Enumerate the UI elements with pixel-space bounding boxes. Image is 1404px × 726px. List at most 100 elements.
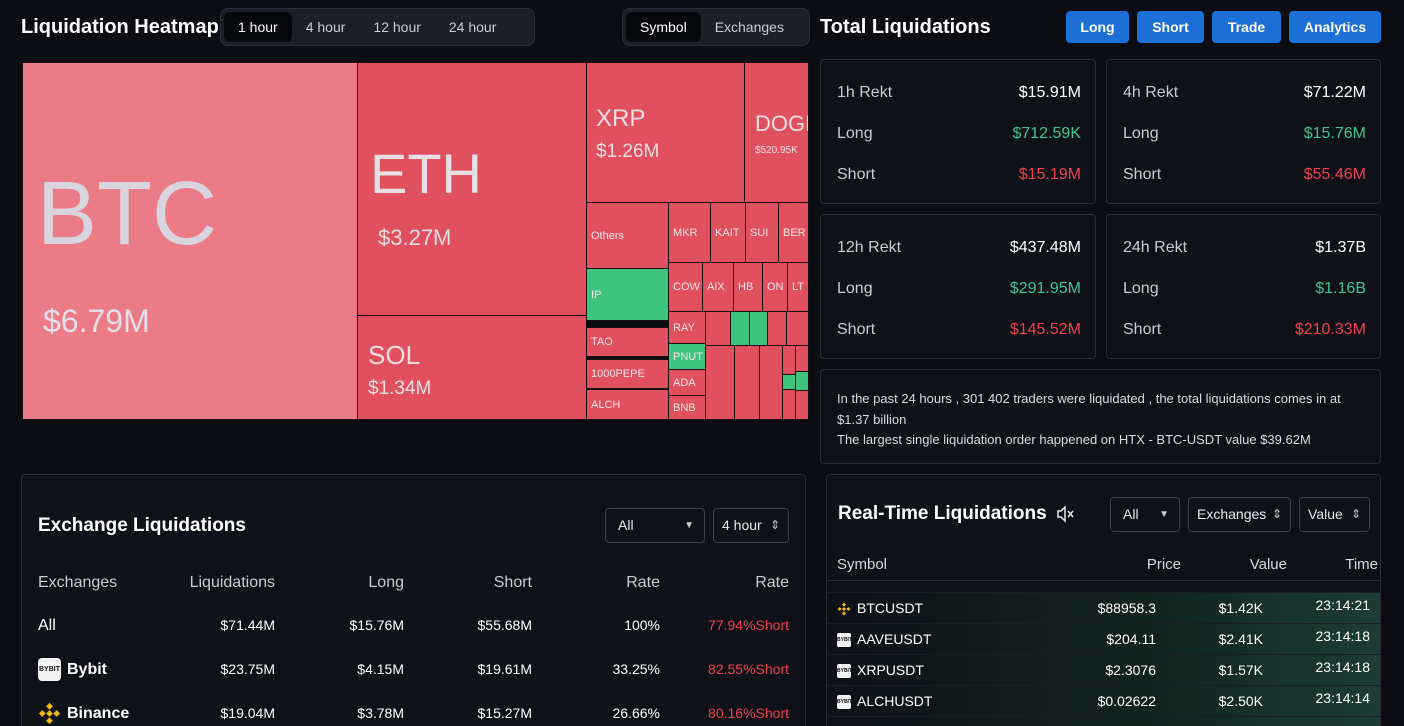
stat-label: 24h Rekt	[1123, 239, 1188, 256]
realtime-value-select[interactable]: Value ⇕	[1299, 497, 1370, 532]
sort-icon: ⇕	[1271, 507, 1282, 521]
col-value: Value	[1249, 556, 1287, 573]
liquidations-value: $71.44M	[220, 617, 275, 633]
trade-button[interactable]: Trade	[1212, 11, 1281, 43]
exchange-name: All	[38, 617, 56, 634]
table-row[interactable]: BYBIT XRPUSDT $2.3076 $1.57K 23:14:18	[827, 654, 1380, 685]
col-short: Short	[493, 574, 532, 591]
exchange-time-select[interactable]: 4 hour ⇕	[713, 508, 789, 543]
tile-ber[interactable]: BER	[778, 202, 809, 263]
tile-minor[interactable]	[795, 390, 809, 420]
tile-symbol: KAIT	[715, 226, 740, 239]
stat-total: $437.48M	[1009, 239, 1081, 256]
liquidations-value: $19.04M	[220, 705, 275, 721]
tile-bnb[interactable]: BNB	[668, 395, 706, 420]
tile-kait[interactable]: KAIT	[710, 202, 746, 263]
tile-minor[interactable]	[705, 311, 731, 346]
tile-symbol: COW	[673, 281, 700, 293]
tile-minor[interactable]	[759, 345, 783, 420]
tab-24-hour[interactable]: 24 hour	[448, 19, 497, 35]
tab-4-hour[interactable]: 4 hour	[305, 19, 346, 35]
tile-ray[interactable]: RAY	[668, 311, 706, 344]
binance-logo-icon	[837, 602, 851, 616]
realtime-filter-select[interactable]: All ▼	[1110, 497, 1180, 532]
tile-hb[interactable]: HB	[733, 262, 763, 312]
tile-minor[interactable]	[782, 389, 796, 420]
tile-sui[interactable]: SUI	[745, 202, 779, 263]
long-label: Long	[837, 280, 873, 297]
table-row[interactable]	[827, 716, 1380, 726]
tile-minor[interactable]	[730, 311, 750, 346]
symbol-text: AAVEUSDT	[857, 631, 932, 647]
tile-symbol: SUI	[750, 226, 769, 239]
table-row[interactable]: Binance $19.04M $3.78M $15.27M 26.66% 80…	[38, 702, 789, 726]
sort-icon: ⇕	[769, 518, 780, 532]
tile-minor[interactable]	[767, 311, 787, 346]
table-row[interactable]: BYBIT AAVEUSDT $204.11 $2.41K 23:14:18	[827, 623, 1380, 654]
tile-1000pepe[interactable]: 1000PEPE	[586, 359, 669, 389]
stat-total: $15.91M	[1018, 84, 1081, 101]
tile-minor[interactable]	[782, 374, 796, 390]
tile-others[interactable]: Others	[586, 202, 669, 269]
tile-pnut[interactable]: PNUT	[668, 343, 706, 370]
tile-aix[interactable]: AIX	[702, 262, 734, 312]
tile-minor[interactable]	[795, 371, 809, 391]
exchange-filter-select[interactable]: All ▼	[605, 508, 705, 543]
long-value: $15.76M	[1303, 125, 1366, 142]
tile-btc[interactable]: BTC $6.79M	[22, 62, 358, 420]
tab-exchanges[interactable]: Exchanges	[714, 19, 784, 35]
tile-value: $1.26M	[596, 141, 660, 162]
summary-line: The largest single liquidation order hap…	[837, 432, 1311, 447]
tile-ada[interactable]: ADA	[668, 369, 706, 396]
tile-symbol: PNUT	[673, 350, 703, 363]
col-rate-side: Rate	[755, 574, 789, 591]
short-button[interactable]: Short	[1137, 11, 1204, 43]
long-value: $3.78M	[357, 705, 404, 721]
rate-side-value: 82.55%Short	[708, 661, 789, 677]
tile-minor[interactable]	[705, 345, 735, 420]
tile-cow[interactable]: COW	[668, 262, 703, 312]
table-row[interactable]: BTCUSDT $88958.3 $1.42K 23:14:21	[827, 592, 1380, 623]
value-value: $2.41K	[1218, 631, 1263, 647]
stat-card-4h: 4h Rekt $71.22M Long $15.76M Short $55.46M	[1106, 59, 1381, 204]
tab-1-hour[interactable]: 1 hour	[224, 12, 292, 42]
liquidations-value: $23.75M	[220, 661, 275, 677]
tile-on[interactable]: ON	[762, 262, 788, 312]
tile-mkr[interactable]: MKR	[668, 202, 711, 263]
stat-label: 4h Rekt	[1123, 84, 1179, 101]
table-row[interactable]: BYBIT ALCHUSDT $0.02622 $2.50K 23:14:14	[827, 685, 1380, 716]
chevron-down-icon: ▼	[684, 520, 694, 531]
table-row[interactable]: BYBIT Bybit $23.75M $4.15M $19.61M 33.25…	[38, 658, 789, 684]
tile-lt[interactable]: LT	[787, 262, 809, 312]
col-liquidations: Liquidations	[189, 574, 275, 591]
table-row[interactable]: All $71.44M $15.76M $55.68M 100% 77.94%S…	[38, 617, 789, 639]
long-button[interactable]: Long	[1066, 11, 1129, 43]
tile-minor[interactable]	[734, 345, 760, 420]
realtime-exchanges-select[interactable]: Exchanges ⇕	[1188, 497, 1291, 532]
mute-icon[interactable]	[1056, 505, 1076, 523]
realtime-liquidations-title: Real-Time Liquidations	[838, 503, 1047, 524]
tab-12-hour[interactable]: 12 hour	[373, 19, 421, 35]
stat-card-1h: 1h Rekt $15.91M Long $712.59K Short $15.19M	[820, 59, 1096, 204]
tile-minor[interactable]	[795, 345, 809, 372]
tile-ip[interactable]: IP	[586, 268, 669, 321]
tile-minor[interactable]	[786, 311, 809, 346]
exchange-name-cell: Binance	[38, 702, 129, 725]
bybit-logo-icon: BYBIT	[837, 695, 852, 710]
tile-xrp[interactable]: XRP $1.26M	[586, 62, 745, 203]
tile-sol[interactable]: SOL $1.34M	[357, 315, 587, 420]
analytics-button[interactable]: Analytics	[1289, 11, 1381, 43]
tile-doge[interactable]: DOGE $520.95K	[744, 62, 809, 203]
heatmap-title: Liquidation Heatmap	[21, 16, 219, 38]
rate-side-value: 80.16%Short	[708, 705, 789, 721]
time-value: 23:14:18	[1315, 659, 1371, 675]
tile-minor[interactable]	[782, 345, 796, 375]
long-value: $15.76M	[349, 617, 404, 633]
tab-symbol[interactable]: Symbol	[626, 12, 701, 42]
tile-minor[interactable]	[749, 311, 768, 346]
tile-eth[interactable]: ETH $3.27M	[357, 62, 587, 316]
tile-tao[interactable]: TAO	[586, 327, 669, 357]
long-value: $4.15M	[357, 661, 404, 677]
short-value: $210.33M	[1294, 321, 1366, 338]
tile-alch[interactable]: ALCH	[586, 389, 669, 420]
